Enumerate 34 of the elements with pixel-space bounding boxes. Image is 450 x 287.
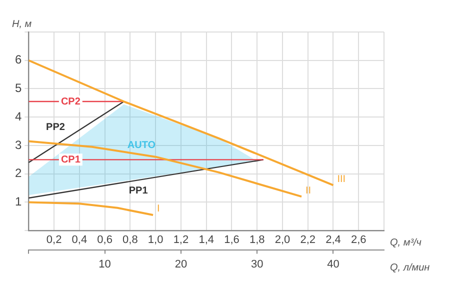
series-label: AUTO (127, 140, 156, 151)
x-tick-label: 2,6 (350, 234, 366, 246)
x-tick-label: 0,6 (97, 234, 112, 246)
y-tick-label: 4 (14, 109, 22, 124)
x2-axis-title: Q, л/мин (390, 262, 430, 274)
y-axis-title: H, м (12, 18, 32, 30)
x-tick-label: 1,8 (249, 234, 265, 246)
x-tick-label: 1,4 (198, 234, 214, 246)
x-tick-label: 1,0 (148, 234, 164, 246)
x-tick-label: 2,4 (326, 234, 341, 246)
x-tick-label: 0,2 (46, 234, 62, 246)
y-tick-label: 5 (14, 81, 22, 96)
y-tick-label: 2 (14, 166, 22, 180)
y-tick-label: 6 (14, 52, 22, 67)
series-label: III (337, 174, 346, 185)
series-label: CP1 (60, 154, 81, 166)
series-label: I (157, 204, 160, 215)
x2-tick-label: 30 (250, 258, 264, 270)
x-tick-label: 1,6 (224, 234, 240, 246)
x2-tick-label: 20 (174, 258, 188, 270)
x-tick-label: 0,4 (72, 234, 88, 246)
x-tick-label: 1,2 (173, 234, 189, 246)
x-tick-label: 0,8 (122, 234, 138, 246)
x2-tick-label: 10 (98, 258, 111, 270)
x-axis-title: Q, м³/ч (390, 237, 422, 248)
series-label: CP2 (60, 96, 81, 108)
y-tick-label: 1 (14, 194, 22, 209)
x-tick-label: 2,2 (300, 234, 316, 246)
y-tick-label: 3 (14, 138, 22, 152)
x2-tick-label: 40 (327, 258, 340, 270)
series-label: PP1 (128, 185, 148, 196)
x-tick-label: 2,0 (274, 234, 290, 246)
series-label: PP2 (46, 122, 66, 133)
series-label: II (306, 185, 312, 196)
